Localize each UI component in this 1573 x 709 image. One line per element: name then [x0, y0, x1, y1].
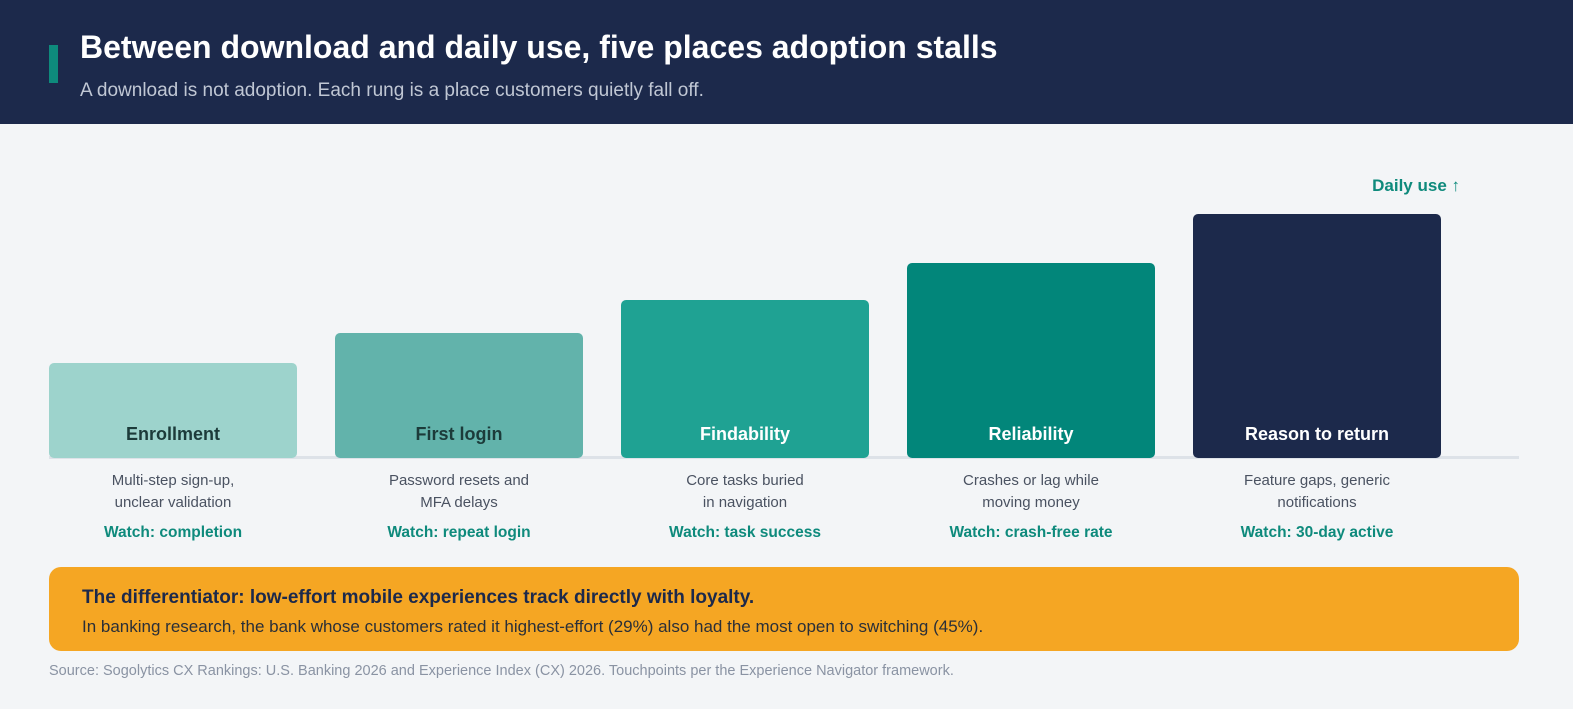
stage-description: Multi-step sign-up, unclear validation [49, 470, 297, 514]
daily-use-label: Daily use ↑ [1372, 176, 1460, 195]
stage-bar: Findability [621, 300, 869, 458]
stage-description-line: MFA delays [420, 494, 498, 511]
stage-description: Core tasks buried in navigation [621, 470, 869, 514]
stage-watch-metric: Watch: repeat login [387, 524, 531, 541]
stage-watch-metric: Watch: 30-day active [1240, 524, 1394, 541]
stage-description-line: unclear validation [114, 494, 232, 511]
callout-box: The differentiator: low-effort mobile ex… [49, 567, 1519, 651]
stage-label: Enrollment [125, 424, 220, 444]
stage-description: Feature gaps, generic notifications [1193, 470, 1441, 514]
stage-bar: First login [335, 333, 583, 458]
stage-description: Password resets and MFA delays [335, 470, 583, 514]
header-banner: Between download and daily use, five pla… [0, 0, 1573, 124]
callout-headline: The differentiator: low-effort mobile ex… [82, 587, 755, 608]
stage-description: Crashes or lag while moving money [907, 470, 1155, 514]
stage-label: Reliability [988, 424, 1074, 444]
stage-description-line: Crashes or lag while [963, 472, 1099, 489]
stage-bar: Reliability [907, 263, 1155, 458]
stage-description-line: Multi-step sign-up, [111, 472, 235, 489]
stage-description-line: Feature gaps, generic [1244, 472, 1390, 489]
stage-description-line: notifications [1277, 494, 1357, 511]
stage-label: Reason to return [1244, 424, 1390, 444]
stage-label: Findability [700, 424, 790, 444]
stage-description-line: in navigation [702, 494, 788, 511]
source-note: Source: Sogolytics CX Rankings: U.S. Ban… [49, 663, 954, 679]
stage-description-line: moving money [982, 494, 1080, 511]
page-title: Between download and daily use, five pla… [80, 29, 998, 65]
stage-bar: Reason to return [1193, 214, 1441, 458]
stage-label: First login [415, 424, 503, 444]
page-subtitle: A download is not adoption. Each rung is… [80, 80, 704, 101]
stage-watch-metric: Watch: task success [669, 524, 821, 541]
callout-body: In banking research, the bank whose cust… [82, 617, 984, 636]
stage-bar: Enrollment [49, 363, 297, 458]
stage-watch-metric: Watch: crash-free rate [949, 524, 1113, 541]
header-accent-bar [49, 45, 58, 83]
stage-description-line: Core tasks buried [686, 472, 804, 489]
stage-watch-metric: Watch: completion [103, 524, 243, 541]
stage-description-line: Password resets and [388, 472, 530, 489]
